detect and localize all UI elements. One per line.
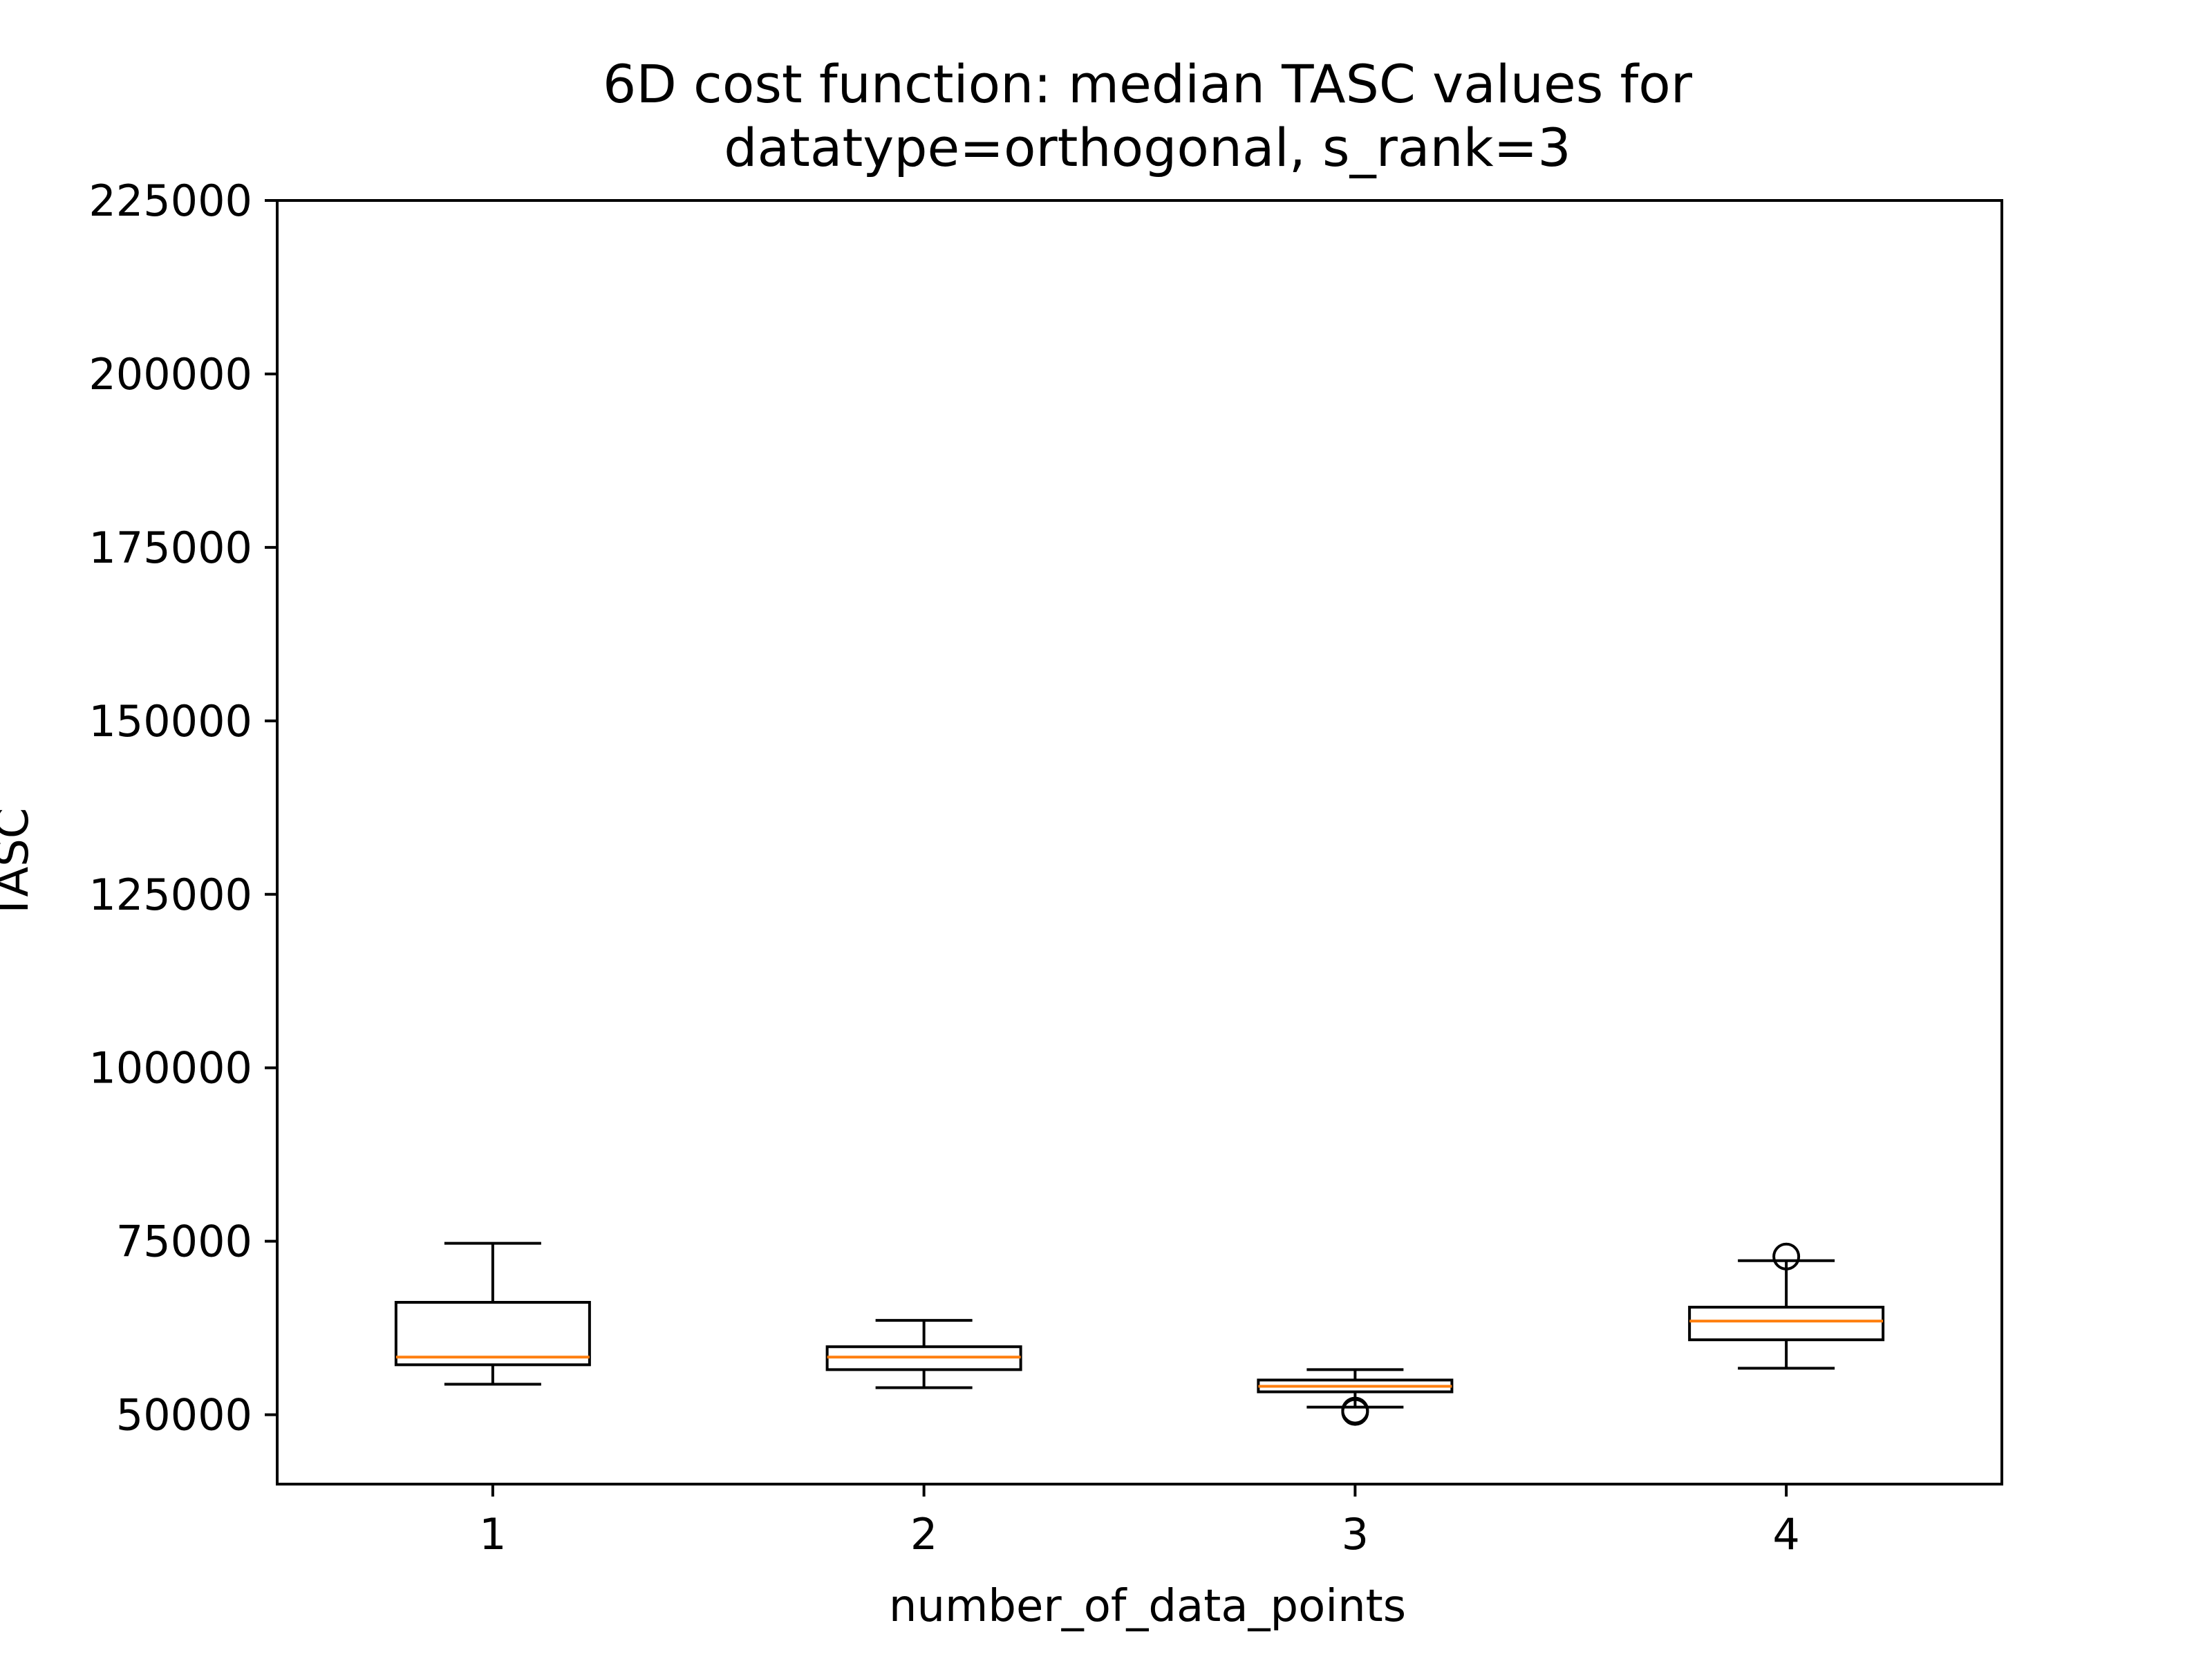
- y-tick-label: 175000: [88, 523, 252, 573]
- x-tick-label: 3: [1342, 1509, 1369, 1559]
- y-tick-label: 125000: [88, 870, 252, 920]
- chart-title-line-1: 6D cost function: median TASC values for: [603, 53, 1693, 115]
- box-iqr: [394, 1301, 591, 1367]
- outlier-point: [1341, 1396, 1369, 1425]
- box-iqr: [1688, 1306, 1885, 1342]
- x-tick-label: 1: [479, 1509, 506, 1559]
- y-tick-label: 200000: [88, 349, 252, 400]
- outlier-point: [1772, 1242, 1801, 1271]
- y-tick-label: 50000: [116, 1390, 252, 1441]
- plot-area: 50000 75000 100000 125000 150000 175000 200000…: [88, 176, 2003, 1559]
- y-tick-label: 75000: [116, 1217, 252, 1267]
- y-axis-label: TASC: [0, 807, 39, 921]
- x-tick-label: 4: [1772, 1509, 1799, 1559]
- y-tick-label: 100000: [88, 1043, 252, 1094]
- y-tick-label: 150000: [88, 696, 252, 747]
- plot-frame: [276, 199, 2003, 1485]
- y-tick-label: 225000: [88, 176, 252, 226]
- chart-title-line-2: datatype=orthogonal, s_rank=3: [724, 117, 1571, 178]
- x-axis-label: number_of_data_points: [889, 1581, 1406, 1632]
- x-tick-label: 2: [910, 1509, 937, 1559]
